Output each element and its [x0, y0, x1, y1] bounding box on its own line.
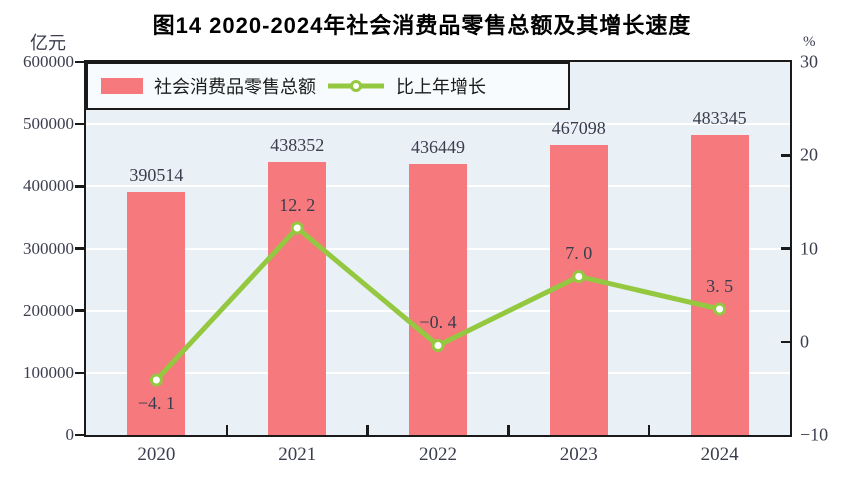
y-axis-tick-mark-left	[75, 247, 84, 250]
y-axis-tick-label-left: 400000	[23, 176, 74, 196]
y-axis-tick-mark-right	[781, 154, 790, 157]
line-point-marker-2021	[290, 221, 304, 235]
bar-value-label-2022: 436449	[411, 136, 465, 157]
x-axis-label-2021: 2021	[278, 444, 317, 465]
y-axis-tick-label-right: 30	[800, 51, 818, 72]
plot-area: 390514 438352 436449 467098 483345 −4. 1 12. 2…	[86, 62, 790, 435]
x-axis-boundary-tick	[647, 425, 651, 435]
y-axis-tick-mark-left	[75, 309, 84, 312]
legend-label-growth: 比上年增长	[396, 77, 486, 97]
y-axis-tick-label-left: 500000	[23, 114, 74, 134]
bar-2023	[549, 144, 608, 435]
growth-value-label-2024: 3. 5	[706, 276, 734, 297]
x-axis-boundary-tick	[507, 425, 510, 435]
growth-line	[149, 221, 727, 387]
legend: 社会消费品零售总额 比上年增长	[86, 62, 570, 110]
x-axis-label-2024: 2024	[700, 444, 739, 465]
line-point-marker-2020	[149, 373, 163, 387]
y-axis-tick-label-left: 300000	[23, 238, 74, 258]
legend-bar-swatch	[101, 78, 143, 94]
growth-value-label-2021: 12. 2	[279, 194, 316, 215]
y-axis-tick-label-right: 20	[800, 144, 818, 165]
growth-value-label-2023: 7. 0	[565, 243, 593, 264]
bar-2024	[690, 134, 749, 435]
chart-title: 图14 2020-2024年社会消费品零售总额及其增长速度	[152, 13, 692, 38]
x-axis-label-2020: 2020	[137, 444, 176, 465]
bar-2020	[127, 192, 186, 435]
bar-value-label-2024: 483345	[692, 107, 747, 128]
bar-2021	[268, 162, 327, 435]
y-axis-tick-mark-left	[75, 371, 84, 375]
y-axis-tick-label-left: 600000	[23, 52, 74, 71]
y-axis-tick-mark-right	[781, 247, 790, 250]
y-axis-tick-mark-right	[781, 340, 790, 343]
x-axis-boundary-tick	[225, 425, 229, 435]
bar-value-label-2020: 390514	[129, 165, 184, 186]
x-axis-label-2023: 2023	[559, 444, 598, 465]
bar-value-label-2021: 438352	[270, 135, 325, 156]
y-axis-tick-label-left: 0	[65, 425, 75, 444]
growth-value-label-2022: −0. 4	[419, 312, 457, 333]
left-axis-unit: 亿元	[30, 33, 66, 53]
growth-line-path	[154, 224, 721, 382]
gridline	[86, 123, 790, 126]
line-point-marker-2023	[572, 269, 586, 283]
x-axis-boundary-tick	[366, 425, 369, 435]
growth-value-label-2020: −4. 1	[137, 392, 175, 413]
bar-value-label-2023: 467098	[551, 117, 606, 138]
line-point-marker-2022	[431, 338, 445, 352]
x-axis-label-2022: 2022	[419, 444, 457, 465]
y-axis-tick-mark-left	[75, 433, 84, 437]
y-axis-tick-label-right: −10	[800, 424, 829, 445]
y-axis-tick-label-right: 0	[800, 331, 809, 352]
line-point-marker-2024	[713, 302, 727, 316]
y-axis-tick-mark-left	[75, 122, 84, 126]
legend-label-retail-total: 社会消费品零售总额	[154, 77, 316, 97]
bar-2022	[409, 163, 467, 435]
legend-line-marker-icon	[328, 80, 384, 92]
y-axis-tick-mark-left	[75, 185, 84, 188]
right-axis-unit: %	[803, 34, 816, 50]
y-axis-tick-label-left: 100000	[23, 362, 74, 382]
y-axis-tick-label-left: 200000	[23, 300, 74, 320]
y-axis-tick-mark-left	[75, 60, 84, 64]
y-axis-tick-label-right: 10	[800, 238, 818, 258]
